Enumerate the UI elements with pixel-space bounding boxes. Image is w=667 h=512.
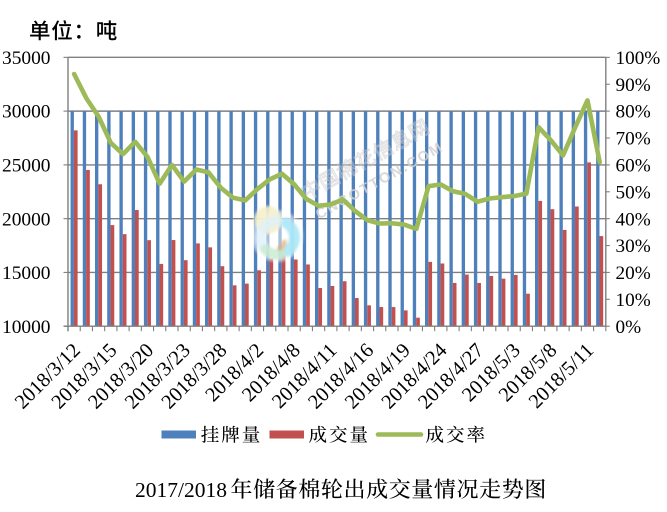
svg-text:60%: 60% — [616, 155, 651, 176]
svg-text:25000: 25000 — [2, 155, 50, 176]
svg-text:10%: 10% — [616, 290, 651, 311]
svg-text:80%: 80% — [616, 102, 651, 123]
svg-text:30%: 30% — [616, 236, 651, 257]
svg-text:35000: 35000 — [2, 48, 50, 69]
svg-text:100%: 100% — [616, 48, 661, 69]
svg-text:90%: 90% — [616, 75, 651, 96]
svg-text:50%: 50% — [616, 182, 651, 203]
svg-text:15000: 15000 — [2, 263, 50, 284]
svg-text:10000: 10000 — [2, 317, 50, 338]
svg-text:20000: 20000 — [2, 209, 50, 230]
svg-text:0%: 0% — [616, 317, 642, 338]
svg-text:2017/2018: 2017/2018 — [135, 478, 227, 502]
svg-text:40%: 40% — [616, 209, 651, 230]
svg-text:20%: 20% — [616, 263, 651, 284]
svg-text:30000: 30000 — [2, 102, 50, 123]
svg-text:70%: 70% — [616, 129, 651, 150]
